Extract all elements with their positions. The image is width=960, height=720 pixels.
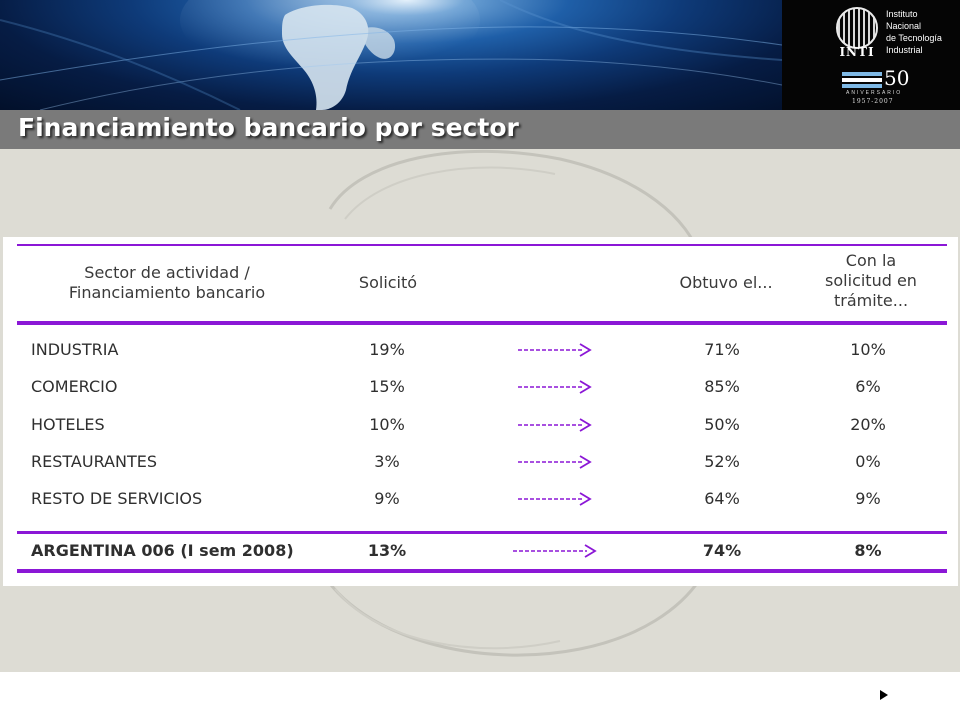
header-tramite-line: Con la <box>845 251 897 270</box>
header-tramite-line: trámite... <box>833 291 909 310</box>
header-sector-line: Sector de actividad / <box>84 263 250 282</box>
header-sector: Sector de actividad / Financiamiento ban… <box>37 263 297 303</box>
row-obtuvo: 52% <box>704 452 740 471</box>
total-obtuvo: 74% <box>702 541 742 560</box>
arrow-right-icon <box>518 455 592 469</box>
inti-logo-icon <box>836 7 878 49</box>
title-bar: Financiamiento bancario por sector <box>0 110 960 149</box>
row-sector: HOTELES <box>31 415 105 434</box>
row-obtuvo: 50% <box>704 415 740 434</box>
row-solicito: 19% <box>369 340 405 359</box>
row-tramite: 20% <box>850 415 886 434</box>
row-solicito: 10% <box>369 415 405 434</box>
arrow-right-icon <box>513 544 597 558</box>
arrow-right-icon <box>518 418 592 432</box>
row-tramite: 10% <box>850 340 886 359</box>
header-tramite-line: solicitud en <box>825 271 917 290</box>
header-rule <box>17 321 947 325</box>
data-table: Sector de actividad / Financiamiento ban… <box>3 237 958 586</box>
row-obtuvo: 64% <box>704 489 740 508</box>
anniversary-stripes <box>842 72 882 88</box>
row-solicito: 3% <box>374 452 400 471</box>
logo-name-line: Industrial <box>886 45 923 55</box>
header-solicito: Solicitó <box>358 273 418 292</box>
anniversary-number: 50 <box>884 66 910 90</box>
total-solicito: 13% <box>367 541 407 560</box>
logo-name-line: Nacional <box>886 21 922 31</box>
arrow-right-icon <box>518 380 592 394</box>
total-tramite: 8% <box>854 541 882 560</box>
table-bottom-rule <box>17 569 947 573</box>
row-tramite: 0% <box>855 452 881 471</box>
row-obtuvo: 71% <box>704 340 740 359</box>
total-sector: ARGENTINA 006 (I sem 2008) <box>31 541 294 560</box>
header-sector-line: Financiamiento bancario <box>68 283 266 302</box>
header-tramite: Con la solicitud en trámite... <box>801 251 941 311</box>
page-title: Financiamiento bancario por sector <box>18 113 519 142</box>
row-solicito: 9% <box>374 489 400 508</box>
row-sector: COMERCIO <box>31 377 118 396</box>
anniversary-word: ANIVERSARIO <box>846 90 903 96</box>
arrow-right-icon <box>518 343 592 357</box>
logo-institution-name: Instituto Nacional de Tecnología Industr… <box>886 8 958 56</box>
row-sector: RESTAURANTES <box>31 452 157 471</box>
row-sector: INDUSTRIA <box>31 340 119 359</box>
play-icon[interactable] <box>880 690 888 700</box>
row-obtuvo: 85% <box>704 377 740 396</box>
logo-acronym: INTI <box>839 45 875 59</box>
header-obtuvo: Obtuvo el... <box>679 273 773 292</box>
globe-graphic <box>0 0 782 110</box>
decorative-arcs <box>318 149 702 657</box>
logo-name-line: de Tecnología <box>886 33 942 43</box>
row-solicito: 15% <box>369 377 405 396</box>
header-banner <box>0 0 782 110</box>
row-sector: RESTO DE SERVICIOS <box>31 489 203 508</box>
row-tramite: 9% <box>855 489 881 508</box>
anniversary-years: 1957-2007 <box>852 98 894 105</box>
arrow-right-icon <box>518 492 592 506</box>
table-top-rule <box>17 244 947 246</box>
row-tramite: 6% <box>855 377 881 396</box>
total-top-rule <box>17 531 947 534</box>
logo-name-line: Instituto <box>886 9 918 19</box>
